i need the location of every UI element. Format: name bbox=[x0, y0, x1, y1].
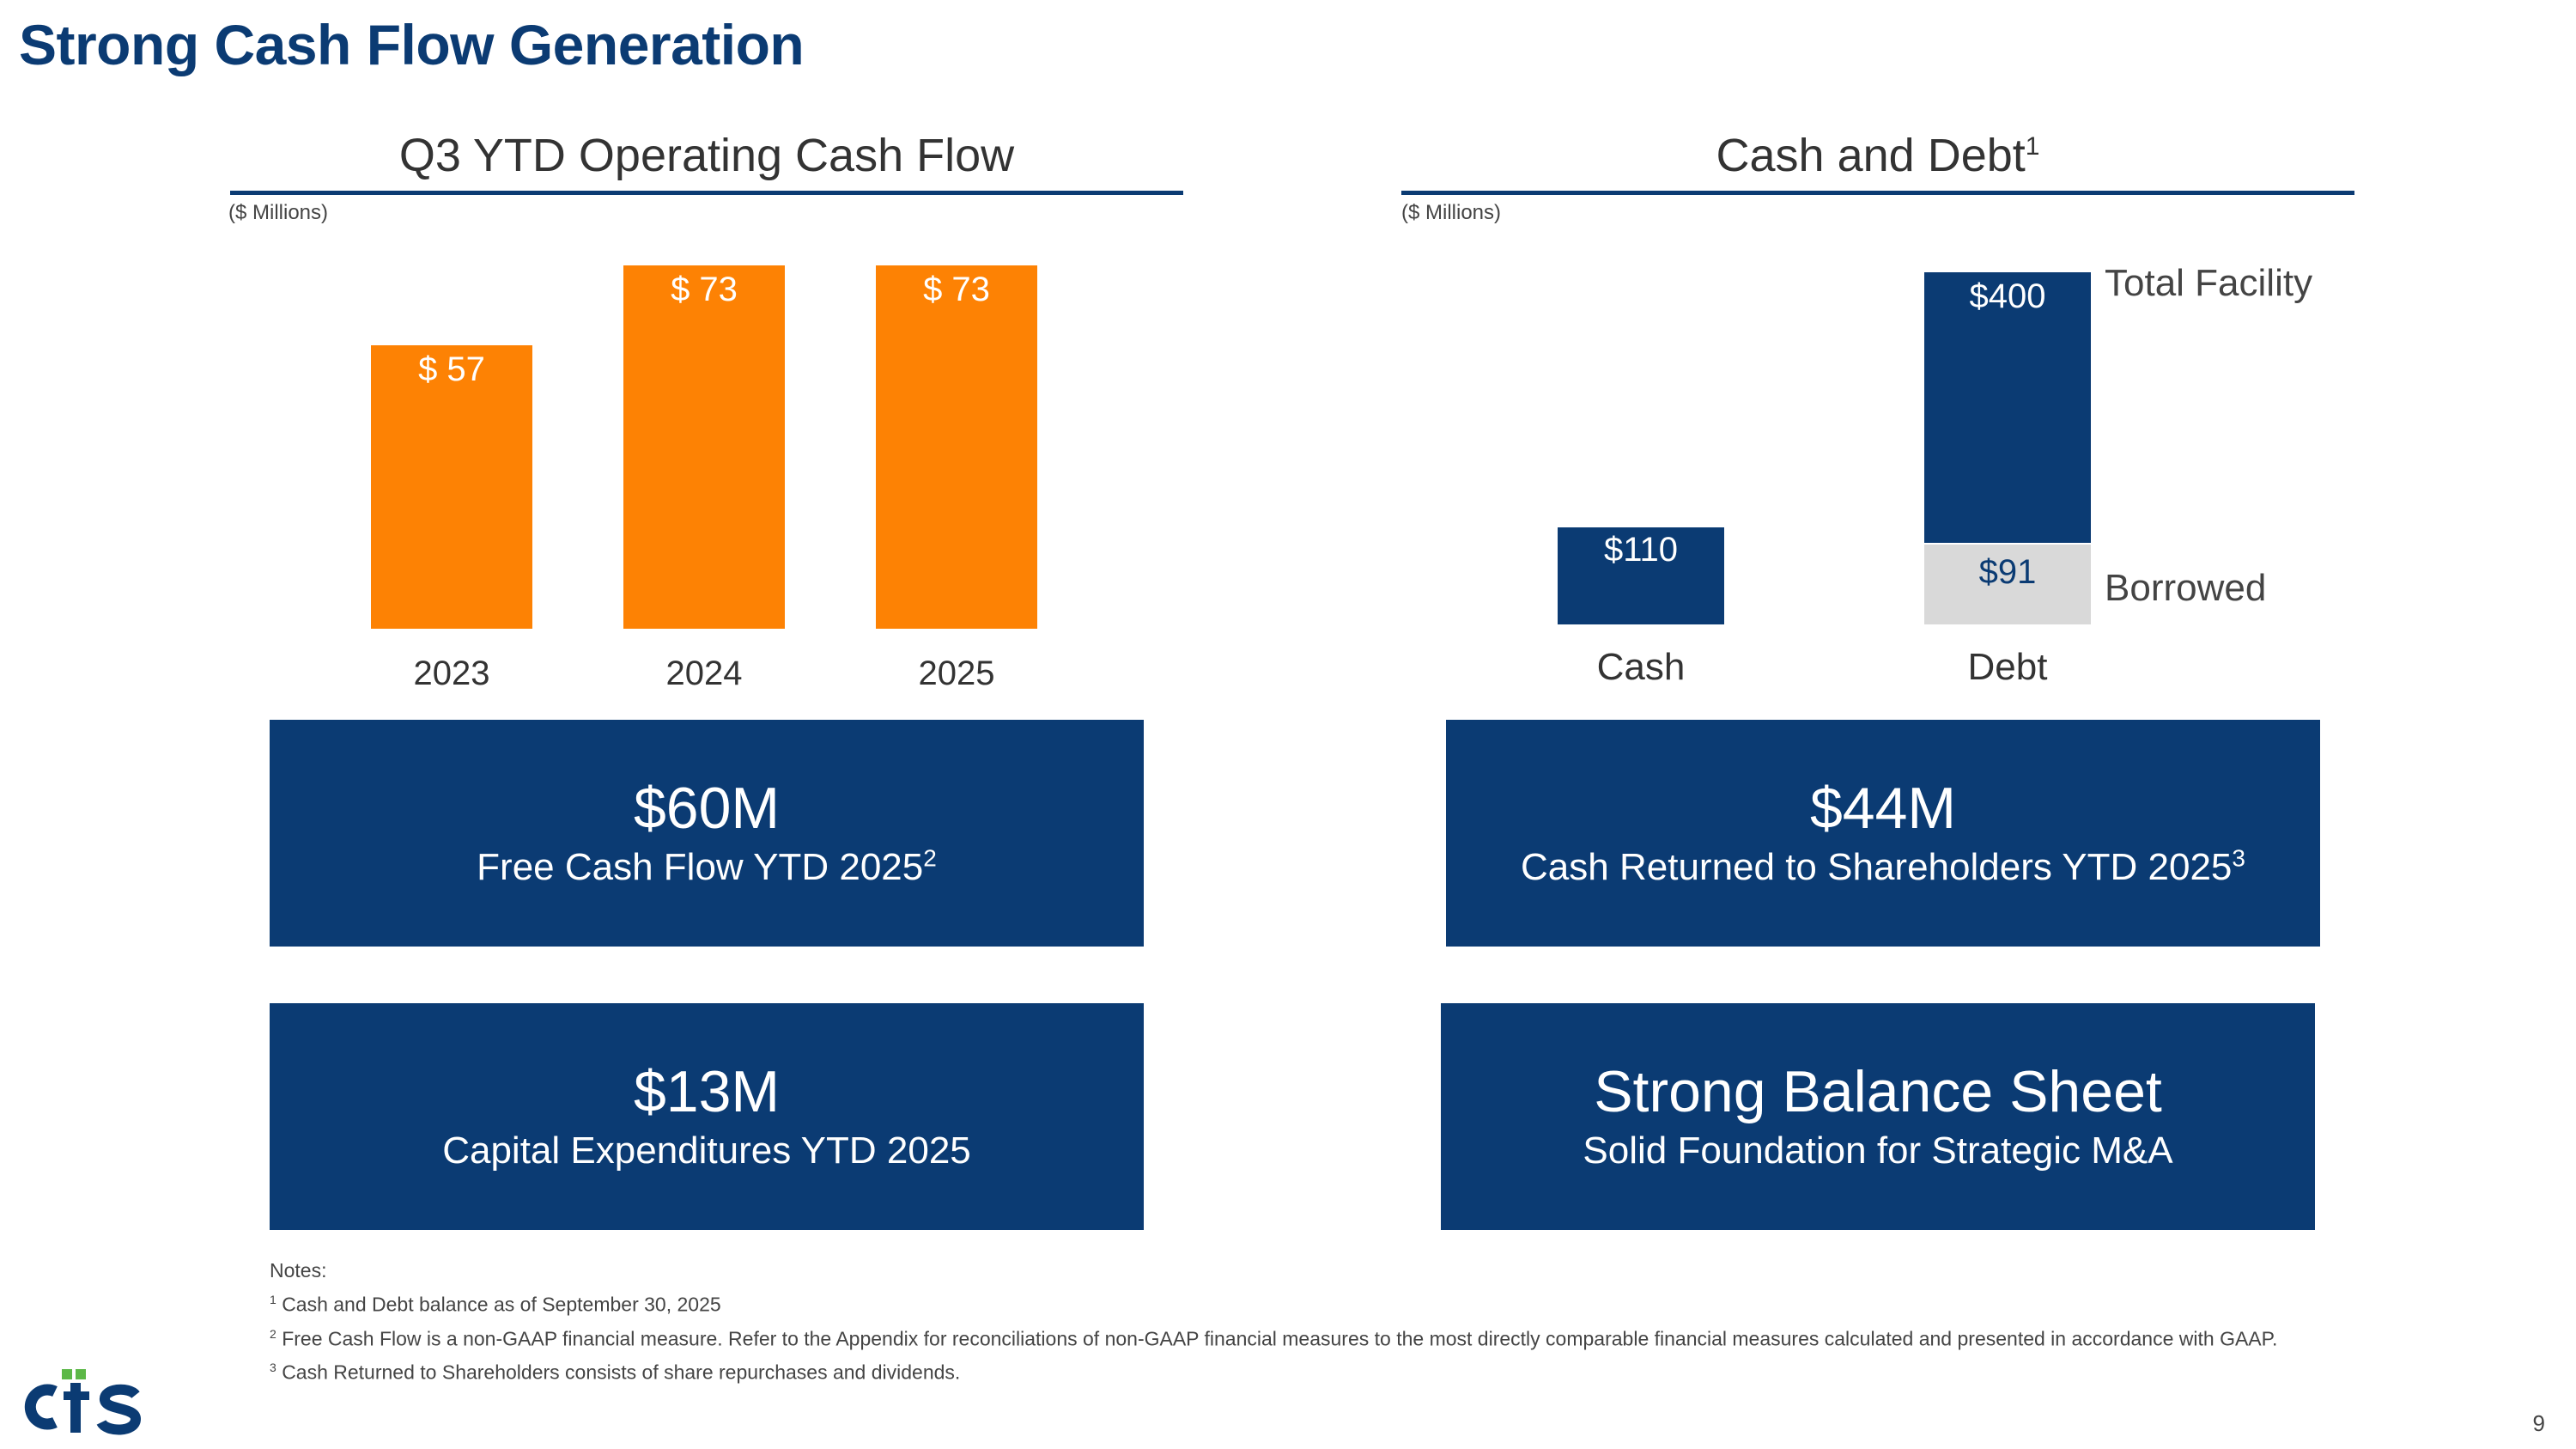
balance-sheet-value: Strong Balance Sheet bbox=[1594, 1059, 2162, 1125]
ocf-category-label-2023: 2023 bbox=[413, 654, 490, 692]
ocf-heading-rule bbox=[230, 191, 1183, 195]
cash-returned-desc-text: Cash Returned to Shareholders YTD 2025 bbox=[1521, 845, 2233, 888]
fcf-footnote: 2 bbox=[923, 843, 937, 871]
page-number: 9 bbox=[2532, 1410, 2545, 1436]
cash-debt-chart-title-text: Cash and Debt bbox=[1716, 130, 2026, 181]
slide-title: Strong Cash Flow Generation bbox=[19, 13, 805, 76]
cash-debt-bar-chart: $110 $400 $91 Total Facility Borrowed Cash Deb… bbox=[0, 0, 2576, 721]
cash-debt-chart-title: Cash and Debt1 bbox=[1401, 129, 2354, 182]
note-2: 2 Free Cash Flow is a non-GAAP financial… bbox=[270, 1319, 2277, 1354]
capex-stat-box: $13M Capital Expenditures YTD 2025 bbox=[270, 1003, 1144, 1230]
cash-bar-value-label: $110 bbox=[1603, 531, 1678, 569]
ocf-category-label-2025: 2025 bbox=[918, 654, 995, 692]
debt-facility-bar bbox=[1924, 272, 2091, 543]
ocf-chart-title-text: Q3 YTD Operating Cash Flow bbox=[398, 130, 1015, 181]
note-3-number: 3 bbox=[270, 1361, 276, 1375]
notes-heading: Notes: bbox=[270, 1259, 327, 1282]
cash-debt-title-footnote: 1 bbox=[2025, 132, 2040, 161]
total-facility-legend-label: Total Facility bbox=[2105, 262, 2313, 304]
note-1: 1 Cash and Debt balance as of September … bbox=[270, 1285, 2277, 1319]
cts-logo bbox=[17, 1366, 155, 1442]
borrowed-legend-label: Borrowed bbox=[2105, 566, 2267, 609]
debt-borrowed-bar bbox=[1924, 544, 2091, 624]
ocf-bar-value-label-2023: $ 57 bbox=[418, 350, 485, 388]
capex-value: $13M bbox=[633, 1059, 781, 1125]
fcf-stat-box: $60M Free Cash Flow YTD 20252 bbox=[270, 720, 1144, 947]
note-3: 3 Cash Returned to Shareholders consists… bbox=[270, 1353, 2277, 1387]
cash-debt-heading-rule bbox=[1401, 191, 2354, 195]
note-2-text: Free Cash Flow is a non-GAAP financial m… bbox=[282, 1327, 2278, 1350]
cash-bar bbox=[1558, 527, 1724, 624]
balance-sheet-stat-box: Strong Balance Sheet Solid Foundation fo… bbox=[1441, 1003, 2315, 1230]
note-1-text: Cash and Debt balance as of September 30… bbox=[282, 1293, 721, 1316]
ocf-bar-value-label-2025: $ 73 bbox=[923, 271, 990, 308]
ocf-bar-chart: $ 57 2023 $ 73 2024 $ 73 2025 bbox=[0, 0, 1288, 721]
balance-sheet-description: Solid Foundation for Strategic M&A bbox=[1583, 1129, 2173, 1172]
note-2-number: 2 bbox=[270, 1326, 276, 1341]
fcf-description: Free Cash Flow YTD 20252 bbox=[477, 843, 937, 892]
footnotes: Notes: 1 Cash and Debt balance as of Sep… bbox=[270, 1256, 2277, 1387]
cash-returned-footnote: 3 bbox=[2232, 843, 2245, 871]
ocf-chart-title: Q3 YTD Operating Cash Flow bbox=[230, 129, 1183, 182]
cash-debt-category-label-debt: Debt bbox=[1967, 646, 2048, 688]
ocf-bar-2023 bbox=[371, 344, 532, 629]
ocf-bar-value-label-2024: $ 73 bbox=[671, 271, 738, 308]
fcf-desc-text: Free Cash Flow YTD 2025 bbox=[477, 845, 924, 888]
cts-logo-mark bbox=[24, 1369, 142, 1435]
debt-borrowed-value-label: $91 bbox=[1978, 552, 2037, 591]
ocf-bar-2024 bbox=[623, 265, 785, 629]
debt-facility-value-label: $400 bbox=[1969, 277, 2046, 315]
cash-debt-units-label: ($ Millions) bbox=[1401, 201, 1502, 224]
note-3-text: Cash Returned to Shareholders consists o… bbox=[282, 1361, 961, 1384]
fcf-value: $60M bbox=[633, 776, 781, 842]
cash-returned-stat-box: $44M Cash Returned to Shareholders YTD 2… bbox=[1446, 720, 2320, 947]
ocf-units-label: ($ Millions) bbox=[228, 201, 329, 224]
cash-returned-description: Cash Returned to Shareholders YTD 20253 bbox=[1521, 843, 2245, 892]
ocf-bar-2025 bbox=[876, 265, 1037, 629]
capex-description: Capital Expenditures YTD 2025 bbox=[442, 1129, 971, 1172]
ocf-category-label-2024: 2024 bbox=[665, 654, 743, 692]
note-1-number: 1 bbox=[270, 1293, 276, 1306]
cash-returned-value: $44M bbox=[1809, 776, 1957, 842]
cash-debt-category-label-cash: Cash bbox=[1596, 646, 1686, 688]
